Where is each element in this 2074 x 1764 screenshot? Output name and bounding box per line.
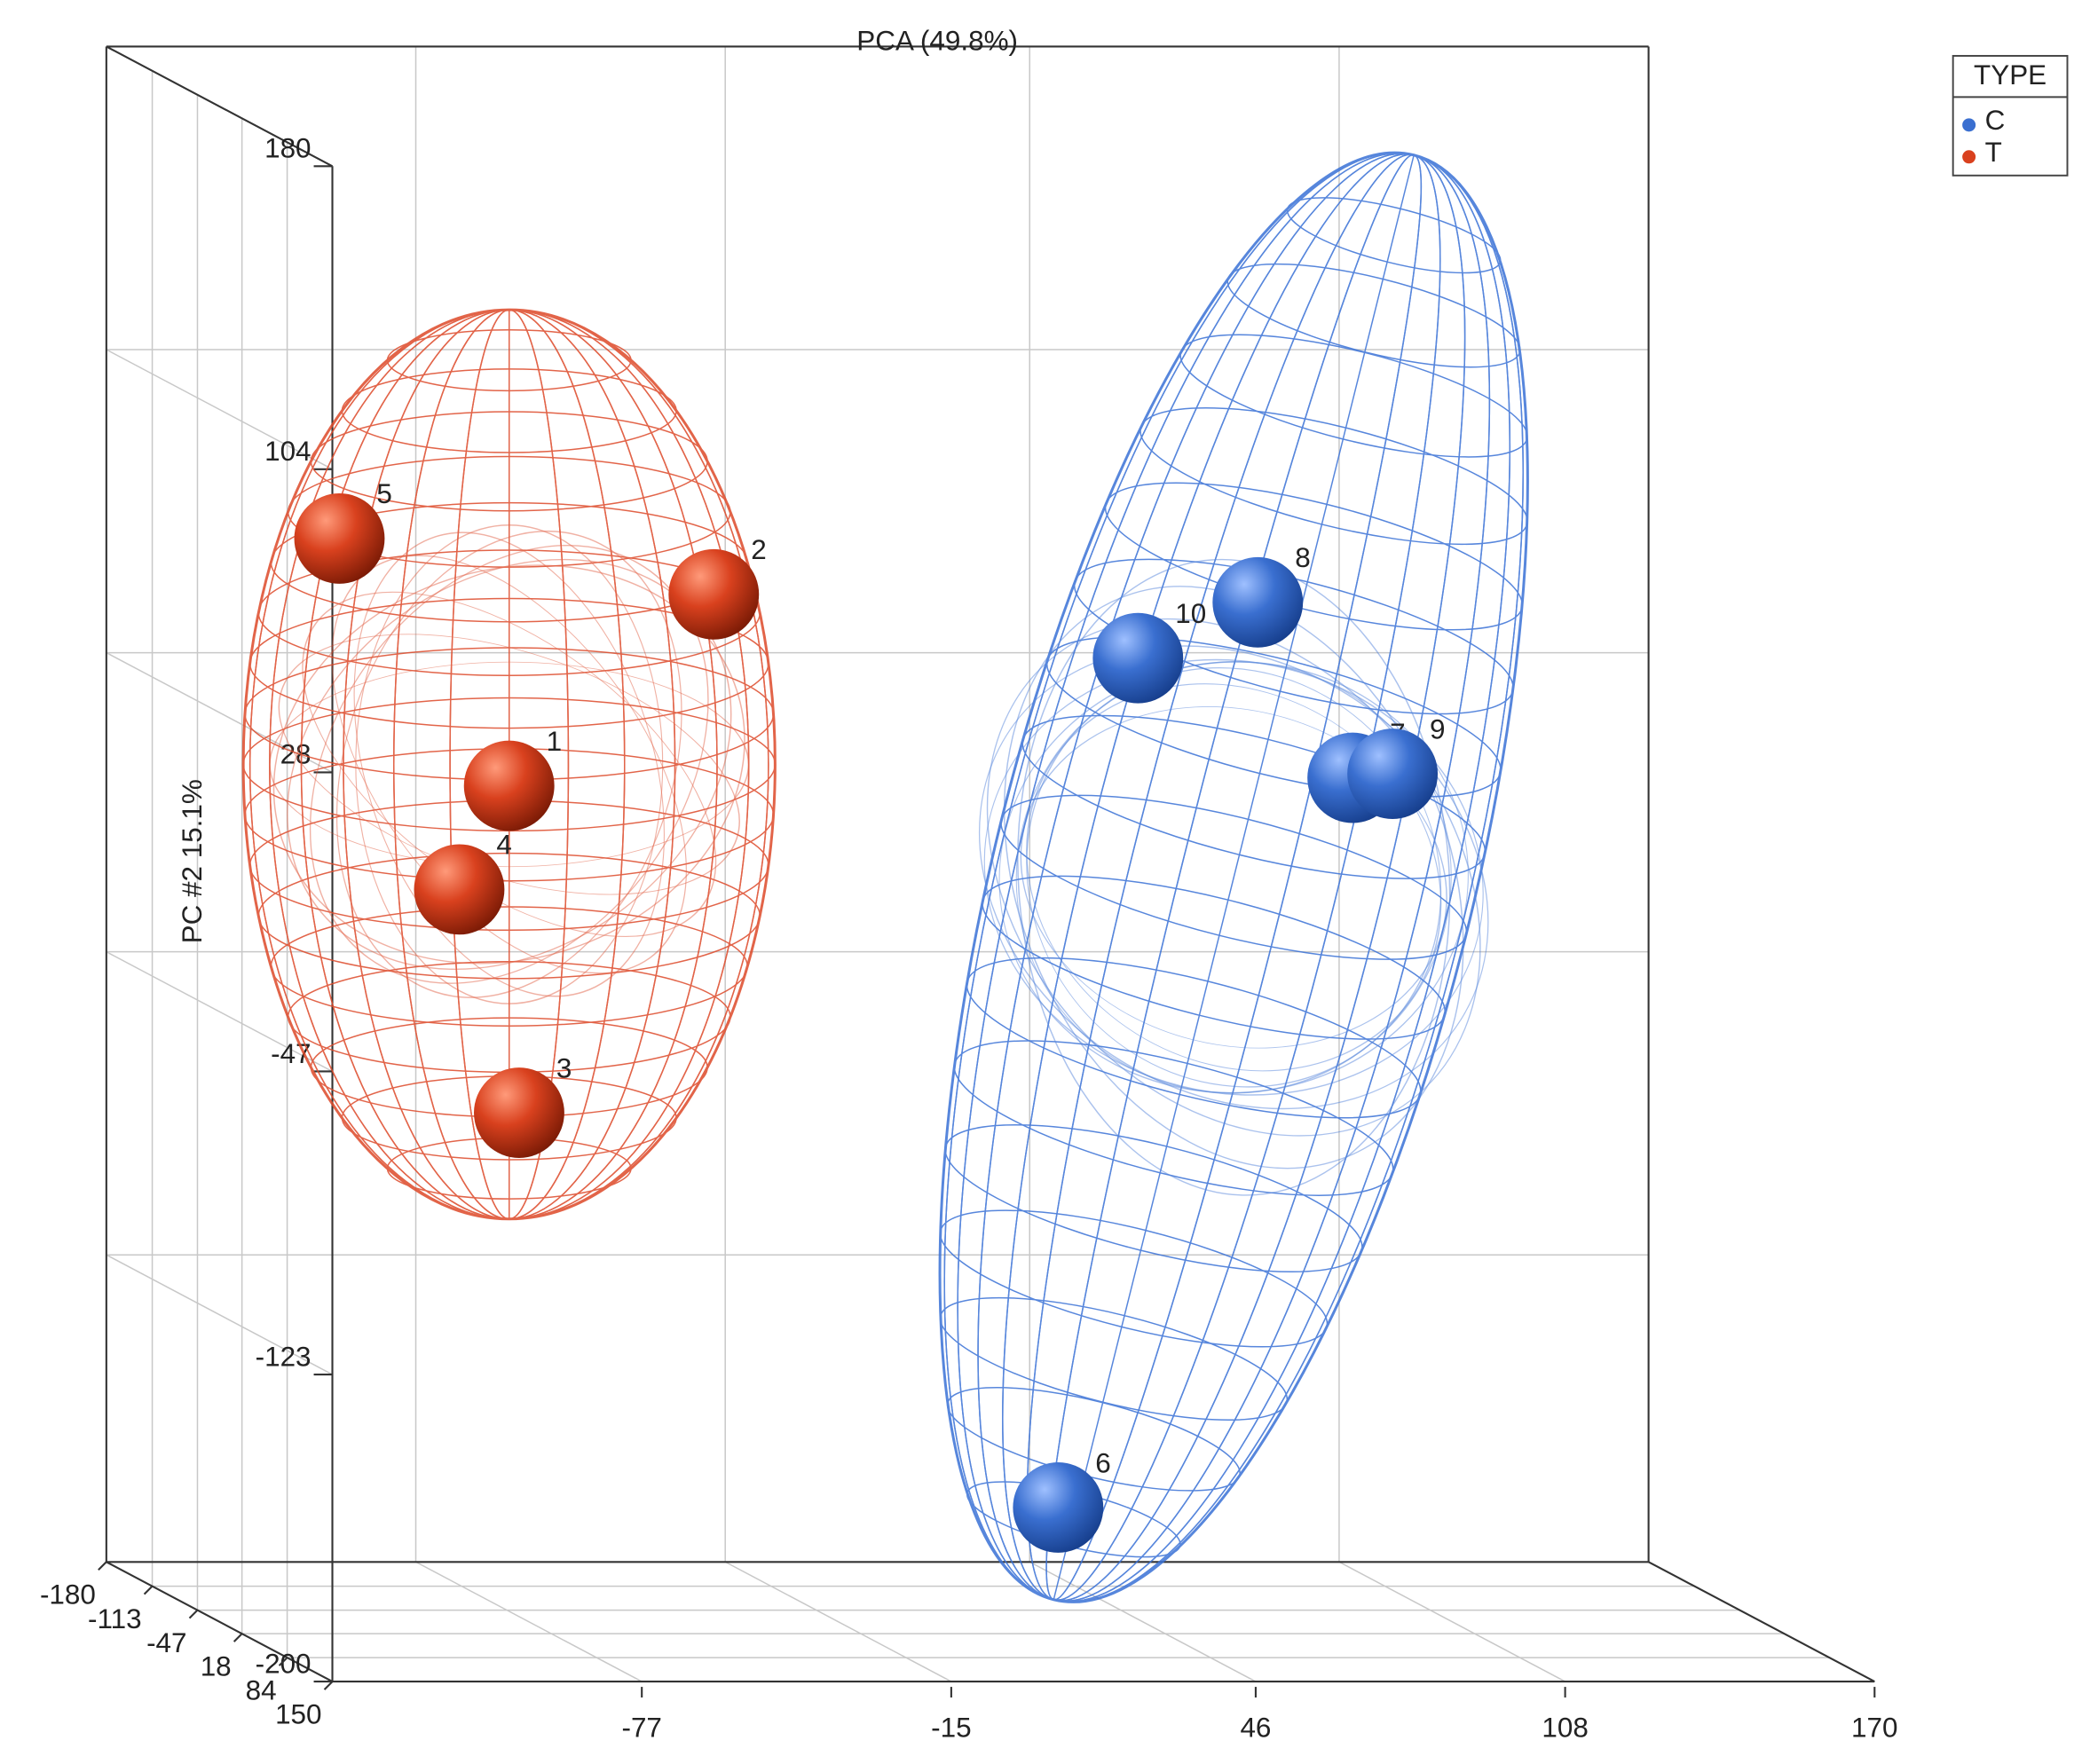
ellipsoid-mesh bbox=[938, 151, 1529, 1603]
mesh-meridian bbox=[943, 152, 1524, 1603]
z-tick-label: -113 bbox=[88, 1603, 142, 1634]
grid-line bbox=[724, 1561, 952, 1682]
ellipsoids bbox=[241, 151, 1529, 1603]
point bbox=[474, 1067, 564, 1158]
mesh-diagonal bbox=[1020, 706, 1447, 1049]
x-tick-label: 46 bbox=[1240, 1712, 1271, 1743]
points: 67891012345 bbox=[294, 478, 1446, 1553]
mesh-meridian bbox=[248, 309, 769, 1220]
point bbox=[294, 492, 385, 584]
mesh-diagonal bbox=[1003, 586, 1464, 1169]
legend-title: TYPE bbox=[1974, 59, 2046, 91]
y-tick-label: 104 bbox=[264, 436, 311, 467]
mesh-diagonal bbox=[272, 564, 745, 965]
z-tick-label: -47 bbox=[146, 1627, 186, 1658]
z-tick bbox=[188, 1609, 199, 1619]
mesh-meridian bbox=[1053, 155, 1414, 1600]
legend-marker bbox=[1962, 118, 1976, 132]
x-tick-label: -15 bbox=[931, 1712, 971, 1743]
z-tick-label: 150 bbox=[275, 1698, 321, 1729]
y-tick-label: 28 bbox=[280, 739, 311, 770]
mesh-diagonal bbox=[1017, 558, 1451, 1196]
grid-line bbox=[1338, 1561, 1565, 1682]
z-tick-label: -180 bbox=[40, 1579, 96, 1610]
grid-line bbox=[106, 950, 333, 1073]
point bbox=[1092, 612, 1184, 704]
point-label: 6 bbox=[1095, 1447, 1110, 1478]
mesh-diagonal bbox=[309, 545, 709, 984]
point-label: 4 bbox=[496, 830, 511, 861]
grid-line bbox=[1029, 1561, 1257, 1682]
point-label: 1 bbox=[547, 726, 562, 757]
x-tick-label: 108 bbox=[1542, 1712, 1588, 1743]
y-tick-label: 180 bbox=[264, 133, 311, 164]
chart-title: PCA (49.8%) bbox=[856, 25, 1018, 56]
y-tick-label: -123 bbox=[256, 1341, 311, 1372]
mesh-diagonal bbox=[978, 645, 1489, 1110]
point-label: 9 bbox=[1430, 713, 1445, 744]
point-label: 8 bbox=[1295, 542, 1310, 573]
point-label: 5 bbox=[376, 478, 391, 509]
point-label: 10 bbox=[1175, 598, 1206, 629]
ellipsoid-mesh bbox=[241, 308, 777, 1221]
mesh-diagonal bbox=[269, 661, 750, 868]
axis-edge bbox=[106, 45, 334, 168]
grid-line bbox=[106, 1254, 333, 1375]
point-label: 3 bbox=[556, 1052, 572, 1083]
mesh-diagonal bbox=[355, 524, 664, 1004]
point bbox=[1212, 556, 1304, 648]
grid-line bbox=[415, 1561, 643, 1682]
mesh-diagonal bbox=[353, 532, 665, 997]
legend-label: T bbox=[1985, 137, 2002, 168]
z-tick bbox=[278, 1657, 288, 1666]
point bbox=[668, 548, 760, 640]
y-tick-label: -200 bbox=[256, 1648, 311, 1679]
axis-edge bbox=[106, 1561, 334, 1683]
mesh-diagonal bbox=[335, 530, 682, 998]
mesh-diagonal bbox=[1026, 683, 1442, 1072]
z-tick bbox=[233, 1633, 243, 1642]
mesh-diagonal bbox=[983, 658, 1484, 1096]
point bbox=[414, 844, 505, 935]
legend-marker bbox=[1962, 150, 1976, 164]
legend-label: C bbox=[1985, 105, 2006, 136]
x-tick-label: 170 bbox=[1851, 1712, 1897, 1743]
x-tick-label: -77 bbox=[621, 1712, 661, 1743]
point bbox=[1013, 1462, 1104, 1553]
grid-line bbox=[106, 349, 333, 470]
y-axis-label: PC #2 15.1% bbox=[177, 779, 208, 943]
point-label: 2 bbox=[751, 534, 766, 565]
axis-edge bbox=[1648, 1561, 1875, 1683]
z-tick-label: 18 bbox=[201, 1650, 232, 1681]
z-tick bbox=[143, 1585, 154, 1595]
mesh-diagonal bbox=[998, 661, 1469, 1094]
z-tick bbox=[98, 1561, 107, 1571]
point bbox=[1347, 728, 1439, 819]
z-tick-label: 84 bbox=[246, 1674, 277, 1705]
point bbox=[463, 740, 555, 831]
z-tick bbox=[323, 1681, 334, 1690]
